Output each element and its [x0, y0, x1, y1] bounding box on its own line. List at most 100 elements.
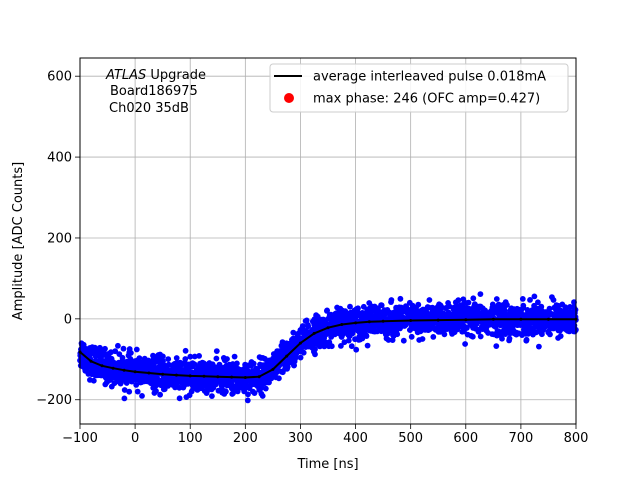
sample-point	[234, 360, 240, 367]
sample-point	[535, 299, 541, 306]
sample-point	[187, 353, 194, 360]
sample-point	[566, 328, 573, 335]
sample-point	[213, 355, 220, 362]
sample-point	[112, 348, 119, 355]
legend-label-max-phase: max phase: 246 (OFC amp=0.427)	[313, 92, 540, 107]
sample-point	[223, 388, 229, 395]
sample-point	[546, 305, 553, 312]
atlas-annotation: ATLAS Upgrade Board186975 Ch020 35dB	[105, 68, 206, 116]
sample-point	[153, 382, 160, 389]
y-tick-label: 0	[64, 312, 72, 327]
sample-point	[305, 323, 312, 330]
average-pulse-point	[202, 374, 206, 378]
x-tick-label: 100	[178, 431, 203, 446]
sample-point	[121, 387, 128, 393]
sample-point	[493, 343, 500, 349]
sample-point	[341, 339, 348, 346]
sample-point	[250, 360, 257, 367]
sample-point	[464, 325, 470, 331]
sample-point	[419, 336, 426, 342]
average-pulse-point	[312, 331, 316, 335]
sample-point	[519, 296, 526, 302]
sample-point	[394, 331, 401, 338]
average-pulse-point	[89, 359, 93, 363]
x-tick-label: 500	[398, 431, 423, 446]
legend-marker-red	[284, 93, 294, 103]
x-tick-label: 200	[233, 431, 258, 446]
sample-point	[355, 305, 361, 312]
upgrade-label: Upgrade	[146, 68, 206, 83]
sample-point	[317, 343, 323, 350]
sample-point	[400, 337, 407, 344]
sample-point	[90, 377, 97, 384]
sample-point	[196, 353, 203, 359]
sample-point	[123, 380, 130, 386]
average-pulse-point	[298, 341, 302, 345]
average-pulse-point	[216, 375, 220, 379]
sample-point	[441, 331, 448, 338]
atlas-label: ATLAS	[105, 68, 146, 83]
sample-point	[134, 388, 141, 395]
sample-point	[182, 347, 189, 354]
sample-point	[314, 313, 321, 320]
sample-point	[345, 337, 352, 344]
sample-point	[477, 333, 484, 340]
sample-point	[133, 346, 140, 353]
sample-point	[348, 343, 355, 350]
average-pulse-point	[100, 364, 104, 368]
sample-point	[397, 295, 404, 302]
sample-point	[477, 291, 484, 297]
sample-point	[378, 302, 385, 309]
sample-point	[465, 299, 472, 306]
average-pulse-point	[147, 371, 151, 375]
sample-point	[115, 342, 121, 349]
sample-point	[231, 353, 238, 360]
y-tick-label: 400	[47, 151, 72, 166]
sample-point	[328, 343, 335, 350]
sample-point	[126, 388, 133, 395]
average-pulse-point	[381, 319, 385, 323]
x-tick-label: 0	[131, 431, 139, 446]
sample-point	[165, 356, 172, 362]
sample-point	[550, 297, 557, 303]
sample-point	[153, 388, 159, 394]
x-axis-ticks: −100 0 100 200 300 400 500 600 700 800	[62, 424, 588, 446]
sample-point	[385, 337, 392, 343]
sample-point	[536, 343, 542, 350]
sample-point	[245, 391, 251, 398]
sample-point	[426, 297, 433, 303]
average-pulse-point	[354, 321, 358, 325]
sample-point	[121, 395, 128, 402]
average-pulse-point	[367, 320, 371, 324]
sample-point	[557, 333, 564, 339]
sample-point	[430, 334, 437, 340]
average-pulse-point	[285, 354, 289, 358]
sample-point	[388, 297, 395, 303]
y-tick-label: 200	[47, 231, 72, 246]
sample-point	[176, 395, 183, 402]
sample-point	[251, 390, 258, 396]
svg-text:ATLAS Upgrade: ATLAS Upgrade	[105, 68, 206, 83]
average-pulse-line	[78, 317, 578, 379]
sample-point	[120, 345, 127, 352]
sample-point	[364, 342, 371, 349]
sample-point	[173, 355, 180, 361]
sample-point	[312, 346, 318, 353]
sample-point	[504, 302, 510, 308]
x-tick-label: 300	[288, 431, 313, 446]
average-pulse-point	[111, 366, 115, 370]
average-pulse-point	[409, 319, 413, 322]
sample-point	[571, 299, 577, 306]
average-pulse-point	[436, 318, 440, 322]
average-pulse-point	[464, 318, 468, 322]
sample-point	[303, 317, 310, 324]
sample-point	[216, 361, 223, 368]
average-pulse-point	[188, 374, 192, 378]
average-pulse-point	[243, 376, 247, 379]
sample-point	[224, 356, 230, 362]
average-pulse-point	[161, 372, 165, 376]
sample-point	[363, 333, 370, 339]
average-pulse-point	[133, 370, 137, 374]
average-pulse-point	[174, 373, 178, 377]
sample-point	[523, 336, 530, 343]
